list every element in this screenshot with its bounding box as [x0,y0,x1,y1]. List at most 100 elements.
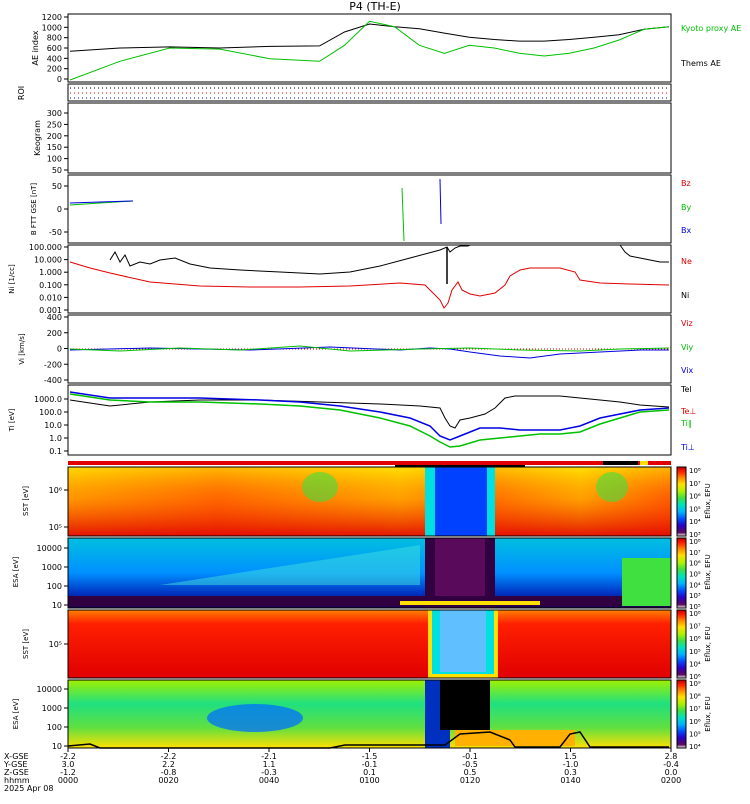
b-spike-green [401,187,405,242]
x-tick-label: 1.5 [564,752,577,761]
ni-series-end [619,244,669,263]
ylabel-roi: ROI [17,86,26,100]
esa-gap-inner [435,538,485,596]
y-tick-label: 1000 [42,23,62,32]
y-tick-label: 100 [47,723,62,732]
panel-density: Ni [1/cc] 0.001 0.010 0.100 1.000 10.000 100.… [8,243,692,315]
legend-ni: Ni [681,291,689,300]
colorbar-4 [676,679,687,749]
legend-viy: Viy [681,343,694,352]
tipar-series [69,393,670,448]
y-tick-label: 1000 [42,563,62,572]
colorbar-tick-label: 10⁸ [689,693,701,701]
x-tick-label: 0040 [259,776,279,785]
colorbars: Eflux, EFU Eflux, EFU Eflux, EFU Eflux, … [676,466,712,751]
colorbar-tick-label: 10⁵ [689,648,701,656]
colorbar-tick-label: 10⁵ [689,571,701,579]
y-tick-label: 50 [52,166,62,175]
x-tick-label: -2.2 [60,752,76,761]
footer-row-label: Y-GSE [3,760,27,769]
colorbar-label-1: Eflux, EFU [704,483,712,518]
colorbar-tick-label: 10³ [689,531,701,539]
legend-thems: Thems AE [680,59,721,68]
panel-keogram: Keogram 50 100 150 200 250 300 [33,102,672,175]
esa2-gap-lower [455,730,575,746]
esa-low-band [68,596,671,606]
ti-yticks: 0.1 1.0 10.0 100.0 1000.0 [34,395,68,456]
legend-by: By [681,203,691,212]
y-tick-label: 10000 [37,544,62,553]
x-tick-label: -2.1 [261,752,277,761]
ylabel-sst2: SST [eV] [22,629,30,659]
x-tick-label: 0120 [460,776,480,785]
keogram-yticks: 50 100 150 200 250 300 [47,109,68,175]
sst-blob-green-1 [302,472,338,502]
y-tick-label: 10.0 [44,421,62,430]
y-tick-label: 10.000 [34,256,62,265]
y-tick-label: 10⁶ [49,486,62,495]
sst2-gap-core [440,610,486,672]
sst2-bg [68,610,671,678]
vi-yticks: -400 -200 0 200 400 [44,313,68,385]
y-tick-label: 1000 [42,704,62,713]
panel-esa-electrons: ESA [eV] 10 100 1000 10000 [12,679,672,751]
y-tick-label: 0 [57,345,62,354]
legend-tel: Tel [680,385,692,394]
vix-series [69,346,669,359]
colorbar-tick-label: 10⁷ [689,480,701,488]
colorbar-tick-label: 10⁴ [689,743,701,751]
y-tick-label: 250 [47,120,62,129]
legend-teperp: Te⊥ [680,407,696,416]
panel-frame [67,466,672,537]
legend-vix: Vix [681,366,694,375]
colorbar-tick-label: 10⁸ [689,538,701,546]
colorbar-tick-label: 10⁶ [689,718,701,726]
b-spike-blue [439,178,442,225]
panel-frame [67,244,672,314]
x-tick-label: -1.5 [362,752,378,761]
colorbar-tick-label: 10⁷ [689,549,701,557]
panel-sst-electrons: SST [eV] 10⁵ [22,609,672,679]
sst1-yticks: 10⁵ 10⁶ [49,486,68,532]
panel-frame [67,174,672,244]
y-tick-label: 100.0 [39,408,62,417]
y-tick-label: 100.000 [29,243,62,252]
x-tick-label: -2.2 [161,752,177,761]
y-tick-label: 1200 [42,13,62,22]
chart-title: P4 (TH-E) [349,0,401,13]
y-tick-label: 50 [52,182,62,191]
y-tick-label: 0 [57,75,62,84]
y-tick-label: 150 [47,143,62,152]
ylabel-ae: AE index [31,30,40,65]
sst-bg-overlay [68,467,671,536]
legend-tipar: Ti∥ [680,419,692,428]
colorbar-label-2: Eflux, EFU [704,554,712,589]
colorbar-tick-label: 10⁶ [689,673,701,681]
ylabel-keogram: Keogram [33,120,42,156]
b-yticks: -50 0 50 [49,182,68,237]
colorbar-tick-label: 10⁷ [689,623,701,631]
colorbar-tick-label: 10⁴ [689,660,701,668]
x-tick-label: 3.0 [62,760,75,769]
y-tick-label: 0.1 [49,447,62,456]
x-tick-label: -1.2 [60,768,76,777]
esa2-bg [68,680,671,748]
b-series-blue [69,200,134,204]
panel-frame [67,537,672,609]
esa-wedge [160,545,420,585]
colorbar-ticks: 10⁸10⁷10⁶10⁵10⁴10³10⁸10⁷10⁶10⁵10⁴10³10⁵1… [689,467,701,751]
date-label: 2025 Apr 08 [4,784,53,793]
y-tick-label: 600 [47,44,62,53]
x-tick-label: -0.3 [261,768,277,777]
colorbar-label-3: Eflux, EFU [704,626,712,661]
y-tick-label: 800 [47,34,62,43]
esa2-gap [440,680,490,730]
colorbar-3 [676,609,687,679]
panel-esa-ions: ESA [eV] 10 100 1000 10000 [12,537,672,610]
y-tick-label: 1.0 [49,434,62,443]
y-tick-label: -400 [44,376,62,385]
panel-temperature: Ti [eV] 0.1 1.0 10.0 100.0 1000.0 Tel Te⊥ Ti… [8,384,696,456]
panel-velocity: Vi [km/s] -400 -200 0 200 400 Viz Viy Vix [18,313,694,385]
